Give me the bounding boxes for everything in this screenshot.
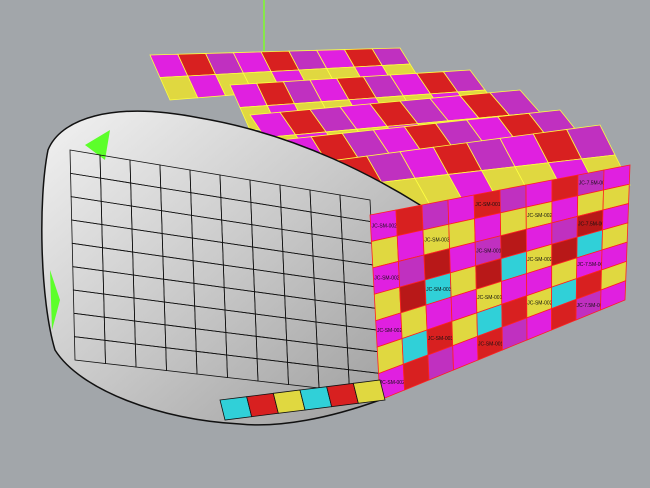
panel-label: JC-7.5M-002 bbox=[577, 262, 606, 268]
panel-label: JC-SM-002a bbox=[527, 213, 555, 219]
panel-label: JC-7.5M-002 bbox=[578, 221, 607, 227]
bottom-panel-strip bbox=[219, 379, 386, 421]
strip-panel bbox=[219, 396, 253, 421]
strip-panel bbox=[246, 392, 279, 418]
panel-label: JC-SM-002a bbox=[527, 257, 555, 263]
green-edge-left bbox=[50, 270, 60, 330]
panel-label: JC-SM-002b bbox=[374, 276, 402, 282]
strip-panel bbox=[326, 382, 359, 408]
panel-label: JC-SM-003b bbox=[424, 237, 452, 243]
panel-label: JC-SM-002b bbox=[372, 224, 400, 230]
strip-panel bbox=[299, 386, 333, 411]
panel-label: JC-SM-001 bbox=[475, 202, 501, 208]
green-edge-top bbox=[85, 130, 110, 160]
panel-grid: JC-SM-002b JC-SM-001 JC-7.5M-002 JC-SM-003b… bbox=[369, 164, 631, 401]
strip-panel bbox=[272, 389, 306, 414]
panel-label: JC-SM-003b bbox=[428, 336, 456, 342]
shell-surface bbox=[41, 110, 421, 426]
strip-panel bbox=[352, 379, 386, 404]
panel-label: JC-SM-003b bbox=[426, 287, 454, 293]
panel-label: JC-SM-001 bbox=[478, 341, 504, 347]
cladding-panel bbox=[600, 280, 627, 311]
panel-label: JC-SM-002b bbox=[377, 328, 405, 334]
panel-label: JC-SM-002a bbox=[527, 300, 555, 306]
panel-label: JC-7.5M-002 bbox=[579, 181, 608, 187]
panel-label: JC-SM-002b bbox=[380, 380, 408, 386]
panel-label: JC-SM-001 bbox=[476, 249, 502, 255]
panel-label: JC-SM-001 bbox=[477, 295, 503, 301]
panel-label: JC-7.5M-002 bbox=[576, 303, 605, 309]
